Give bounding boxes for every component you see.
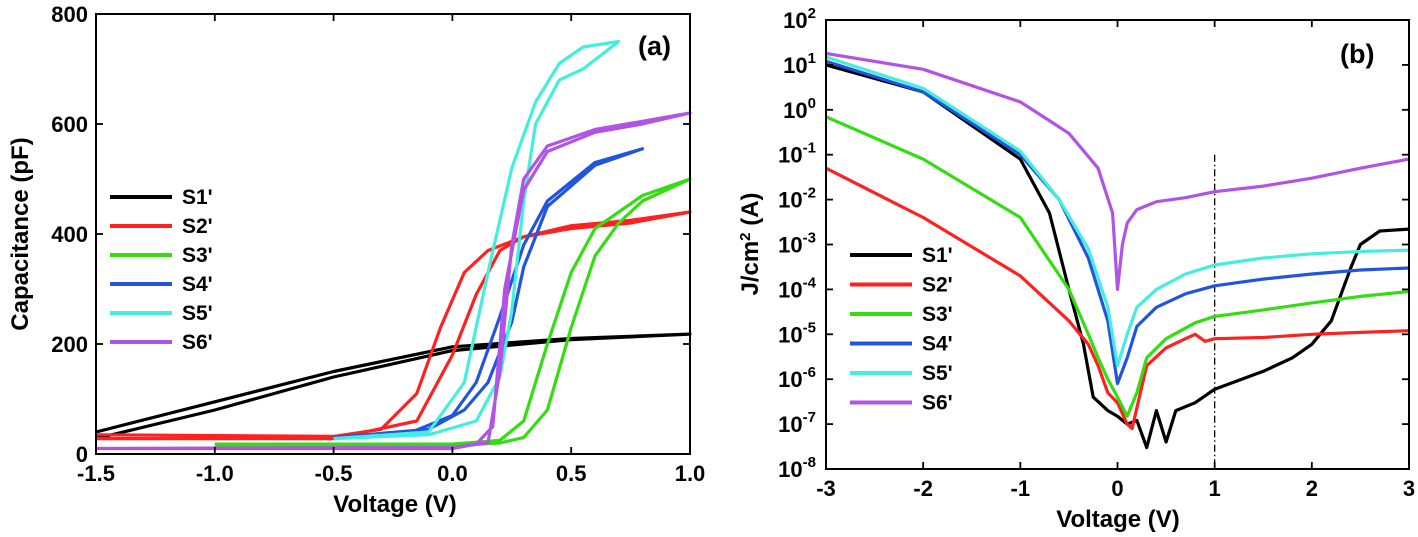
x-tick-label: 0.5 [556, 461, 587, 486]
series-line-4 [333, 147, 645, 440]
panel-a-y-axis-label: Capacitance (pF) [7, 137, 34, 330]
panel-b-chart: (b) Voltage (V) J/cm2 (A) -3 -2 -1 0 1 2 310-8… [737, 5, 1416, 533]
legend-label: S2' [182, 215, 213, 238]
y-tick-label: 10-7 [778, 409, 816, 437]
x-tick-label: 2 [1306, 476, 1318, 501]
panel-b-y-axis-label-prefix: J/cm [737, 241, 764, 296]
legend-label: S5' [922, 362, 953, 385]
y-tick-label: 10-3 [778, 230, 816, 258]
panel-a-chart: (a) Voltage (V) Capacitance (pF) -1.5 -1.… [7, 2, 705, 518]
legend-label: S1' [922, 244, 953, 267]
series-line-2 [825, 166, 1410, 431]
panel-b-x-axis-label: Voltage (V) [1056, 506, 1180, 533]
y-tick-label: 10-4 [778, 274, 816, 302]
legend-label: S4' [922, 333, 953, 356]
y-tick-label: 10-1 [778, 140, 816, 168]
x-tick-label: -3 [816, 476, 836, 501]
series-line-3 [825, 115, 1410, 418]
series-line-6 [825, 51, 1410, 291]
y-tick-label: 10-5 [778, 319, 816, 347]
y-tick-label: 0 [76, 442, 88, 467]
x-tick-label: -2 [913, 476, 933, 501]
panel-a-x-axis-label: Voltage (V) [333, 491, 457, 518]
panel-b-y-axis-label-suffix: (A) [737, 192, 764, 232]
y-tick-label: 10-2 [778, 185, 816, 213]
y-tick-label: 10-8 [778, 454, 816, 482]
legend-label: S6' [182, 331, 213, 354]
legend-label: S6' [922, 392, 953, 415]
legend-label: S1' [182, 186, 213, 209]
legend-label: S5' [182, 302, 213, 325]
y-tick-label: 101 [783, 50, 816, 78]
x-tick-label: -1 [1011, 476, 1031, 501]
y-tick-label: 600 [51, 112, 88, 137]
series-line-5 [825, 55, 1410, 368]
panel-b-label: (b) [1340, 39, 1374, 69]
panel-b-y-axis-label-sup: 2 [737, 232, 754, 240]
x-tick-label: 0 [1111, 476, 1123, 501]
legend-label: S2' [922, 274, 953, 297]
x-tick-label: -0.5 [315, 461, 353, 486]
y-tick-label: 400 [51, 222, 88, 247]
x-tick-label: 3 [1403, 476, 1415, 501]
series-line-2 [95, 210, 692, 441]
legend-label: S4' [182, 273, 213, 296]
y-tick-label: 10-6 [778, 364, 816, 392]
panel-a-label: (a) [638, 31, 671, 61]
y-tick-label: 800 [51, 2, 88, 27]
y-tick-label: 100 [783, 95, 816, 123]
panel-b-y-axis-label: J/cm2 (A) [737, 192, 765, 295]
legend-label: S3' [922, 303, 953, 326]
series-line-3 [214, 177, 692, 447]
y-tick-label: 102 [783, 5, 816, 33]
x-tick-label: 1 [1209, 476, 1221, 501]
series-line-1 [825, 63, 1410, 450]
x-tick-label: 0.0 [437, 461, 468, 486]
x-tick-label: -1.0 [196, 461, 234, 486]
x-tick-label: -1.5 [77, 461, 115, 486]
y-tick-label: 200 [51, 332, 88, 357]
x-tick-label: 1.0 [675, 461, 706, 486]
legend-label: S3' [182, 244, 213, 267]
